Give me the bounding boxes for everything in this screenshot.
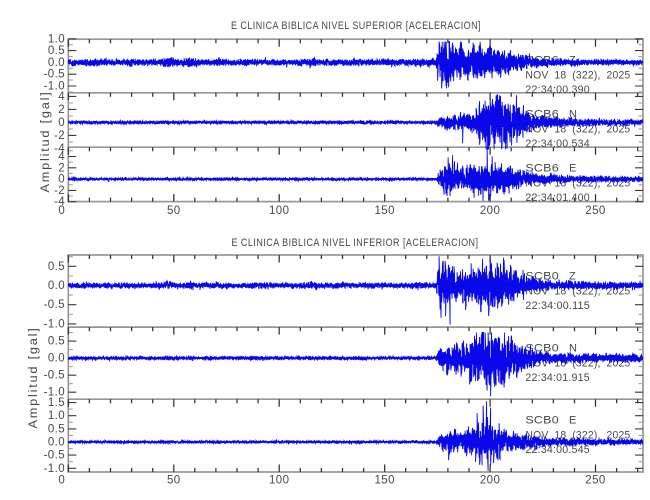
svg-text:0.0: 0.0 bbox=[48, 437, 65, 449]
svg-text:0.0: 0.0 bbox=[48, 57, 65, 69]
svg-text:-2: -2 bbox=[54, 130, 65, 142]
svg-text:22:34:01.400: 22:34:01.400 bbox=[525, 192, 590, 204]
svg-text:N: N bbox=[569, 108, 577, 120]
svg-text:22:34:01.915: 22:34:01.915 bbox=[525, 372, 590, 384]
svg-text:E: E bbox=[569, 163, 577, 175]
svg-text:NOV 18 (322), 2025: NOV 18 (322), 2025 bbox=[525, 430, 630, 442]
svg-text:Amplitud [gal]: Amplitud [gal] bbox=[40, 91, 52, 193]
svg-text:NOV 18 (322), 2025: NOV 18 (322), 2025 bbox=[525, 70, 630, 82]
svg-text:200: 200 bbox=[480, 475, 500, 487]
svg-text:1.0: 1.0 bbox=[48, 33, 65, 45]
svg-text:SCB6: SCB6 bbox=[525, 163, 559, 175]
svg-text:-2: -2 bbox=[54, 185, 65, 197]
svg-text:4: 4 bbox=[58, 151, 65, 163]
svg-text:-1.0: -1.0 bbox=[44, 387, 65, 399]
svg-text:N: N bbox=[569, 343, 577, 355]
svg-text:0: 0 bbox=[58, 205, 65, 217]
svg-text:200: 200 bbox=[480, 205, 500, 217]
svg-text:0: 0 bbox=[58, 117, 65, 129]
svg-text:Amplitud [gal]: Amplitud [gal] bbox=[28, 327, 40, 429]
svg-text:SCB0: SCB0 bbox=[525, 415, 559, 427]
svg-text:0.5: 0.5 bbox=[48, 261, 65, 273]
svg-text:150: 150 bbox=[375, 205, 395, 217]
svg-text:22:34:00.390: 22:34:00.390 bbox=[525, 84, 590, 96]
svg-text:E CLINICA BIBLICA NIVEL INFERI: E CLINICA BIBLICA NIVEL INFERIOR [ACELER… bbox=[232, 237, 479, 249]
svg-text:22:34:00.115: 22:34:00.115 bbox=[525, 300, 590, 312]
svg-text:-0.5: -0.5 bbox=[44, 69, 65, 81]
svg-text:-4: -4 bbox=[54, 196, 65, 208]
svg-text:0.0: 0.0 bbox=[48, 353, 65, 365]
svg-text:2: 2 bbox=[58, 162, 65, 174]
svg-text:2: 2 bbox=[58, 104, 65, 116]
svg-text:0.5: 0.5 bbox=[48, 45, 65, 57]
svg-text:100: 100 bbox=[269, 205, 289, 217]
svg-text:1.5: 1.5 bbox=[48, 397, 65, 409]
svg-text:22:34:00.545: 22:34:00.545 bbox=[525, 444, 590, 456]
svg-text:0: 0 bbox=[58, 174, 65, 186]
svg-text:50: 50 bbox=[167, 475, 181, 487]
svg-text:-1.0: -1.0 bbox=[44, 463, 65, 475]
svg-text:-0.5: -0.5 bbox=[44, 299, 65, 311]
svg-text:0.5: 0.5 bbox=[48, 336, 65, 348]
svg-text:50: 50 bbox=[167, 205, 181, 217]
svg-text:E CLINICA BIBLICA NIVEL SUPERI: E CLINICA BIBLICA NIVEL SUPERIOR [ACELER… bbox=[231, 20, 481, 32]
svg-text:Z: Z bbox=[569, 271, 576, 283]
svg-text:-1.0: -1.0 bbox=[44, 318, 65, 330]
svg-text:-0.5: -0.5 bbox=[44, 450, 65, 462]
svg-text:-4: -4 bbox=[54, 143, 65, 155]
svg-text:250: 250 bbox=[585, 475, 605, 487]
svg-text:1.0: 1.0 bbox=[48, 410, 65, 422]
svg-text:250: 250 bbox=[585, 205, 605, 217]
svg-text:-1.0: -1.0 bbox=[44, 81, 65, 93]
svg-text:0.0: 0.0 bbox=[48, 280, 65, 292]
svg-text:150: 150 bbox=[375, 475, 395, 487]
svg-text:0: 0 bbox=[58, 475, 65, 487]
svg-text:E: E bbox=[569, 415, 577, 427]
svg-text:100: 100 bbox=[269, 475, 289, 487]
svg-text:0.5: 0.5 bbox=[48, 423, 65, 435]
svg-text:-0.5: -0.5 bbox=[44, 370, 65, 382]
svg-text:4: 4 bbox=[58, 91, 65, 103]
svg-text:22:34:00.534: 22:34:00.534 bbox=[525, 138, 590, 150]
